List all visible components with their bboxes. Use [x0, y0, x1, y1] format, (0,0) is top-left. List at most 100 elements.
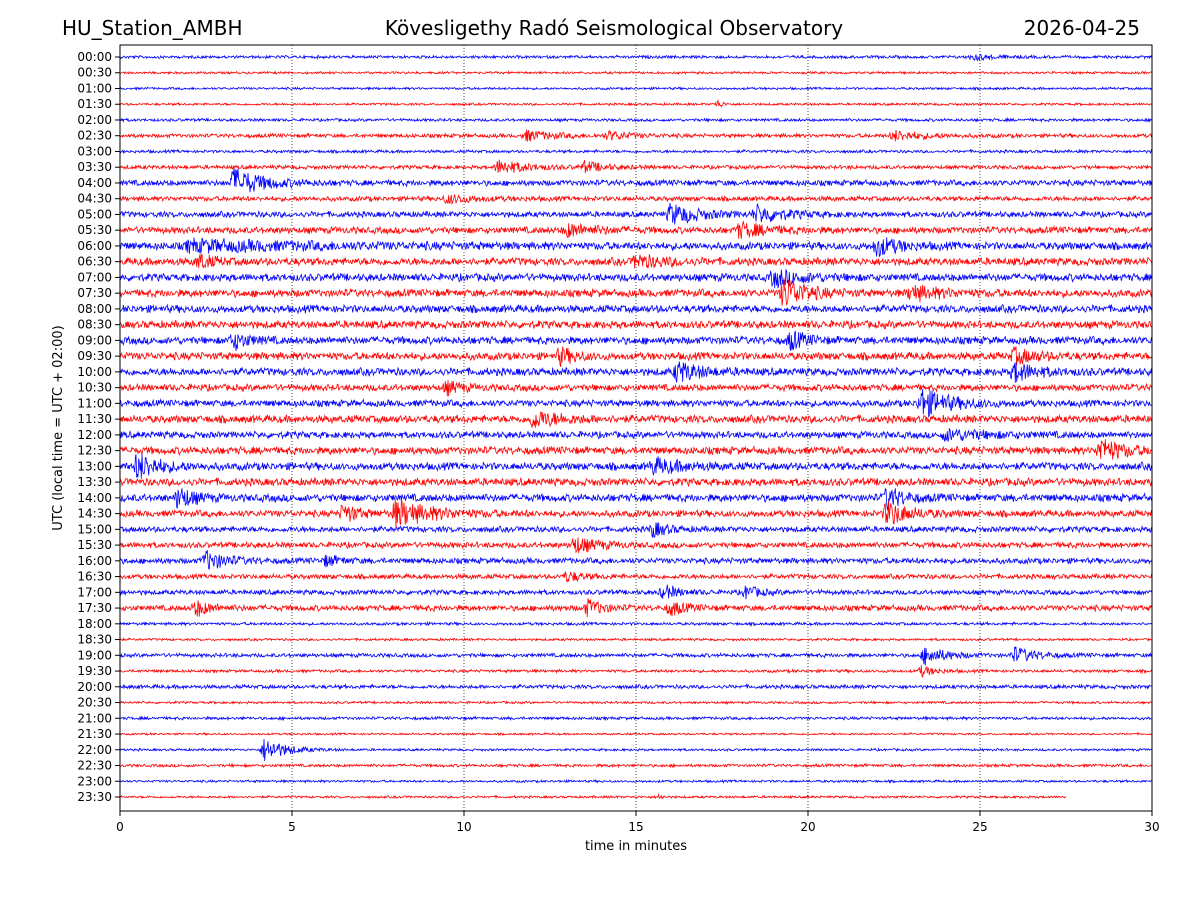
y-tick-label: 04:00 [77, 176, 112, 190]
trace-0900 [119, 330, 1153, 351]
y-tick-label: 22:30 [77, 759, 112, 773]
y-tick-label: 06:30 [77, 255, 112, 269]
y-tick-label: 05:30 [77, 223, 112, 237]
trace-2130 [120, 732, 1153, 737]
trace-1900 [119, 646, 1153, 666]
y-tick-label: 12:30 [77, 444, 112, 458]
trace-0130 [119, 99, 1152, 108]
trace-1430 [119, 498, 1153, 530]
y-tick-label: 17:30 [77, 601, 112, 615]
trace-1600 [119, 550, 1153, 570]
trace-0730 [119, 277, 1153, 306]
y-tick-label: 22:00 [77, 743, 112, 757]
y-tick-label: 10:00 [77, 365, 112, 379]
y-tick-label: 09:00 [77, 333, 112, 347]
chart-title: Kövesligethy Radó Seismological Observat… [385, 16, 843, 40]
trace-1330 [119, 476, 1153, 488]
trace-1930 [119, 665, 1153, 679]
y-tick-label: 01:00 [77, 81, 112, 95]
y-tick-label: 06:00 [77, 239, 112, 253]
trace-2330 [119, 792, 1067, 800]
date-label: 2026-04-25 [1024, 16, 1140, 40]
y-tick-label: 03:30 [77, 160, 112, 174]
trace-0830 [119, 319, 1153, 330]
y-tick-label: 14:00 [77, 491, 112, 505]
trace-1730 [119, 598, 1153, 618]
trace-2030 [119, 700, 1153, 705]
y-tick-label: 11:30 [77, 412, 112, 426]
x-tick-label: 0 [116, 820, 124, 834]
y-tick-label: 20:30 [77, 696, 112, 710]
y-tick-label: 17:00 [77, 585, 112, 599]
x-tick-label: 25 [972, 820, 987, 834]
trace-0800 [119, 303, 1153, 315]
trace-1130 [119, 411, 1153, 428]
trace-1000 [119, 361, 1153, 383]
trace-0430 [119, 194, 1153, 206]
trace-0300 [119, 148, 1153, 155]
x-tick-label: 5 [288, 820, 296, 834]
trace-0930 [119, 345, 1153, 367]
y-tick-label: 08:30 [77, 318, 112, 332]
y-tick-label: 00:00 [77, 50, 112, 64]
y-tick-label: 18:00 [77, 617, 112, 631]
y-tick-label: 15:00 [77, 522, 112, 536]
y-tick-label: 23:30 [77, 790, 112, 804]
plot-frame [119, 44, 1153, 812]
trace-0630 [119, 253, 1153, 269]
y-tick-label: 20:00 [77, 680, 112, 694]
trace-1230 [119, 439, 1153, 460]
trace-2230 [120, 762, 1153, 769]
trace-1300 [119, 453, 1153, 479]
x-tick-label: 10 [456, 820, 471, 834]
trace-2000 [119, 683, 1153, 691]
y-tick-label: 05:00 [77, 207, 112, 221]
y-tick-label: 15:30 [77, 538, 112, 552]
trace-1500 [119, 522, 1153, 539]
trace-1800 [119, 620, 1153, 627]
trace-0400 [119, 168, 1153, 193]
trace-0100 [119, 86, 1153, 92]
y-tick-label: 04:30 [77, 192, 112, 206]
y-tick-label: 18:30 [77, 633, 112, 647]
trace-1700 [119, 584, 1153, 600]
y-tick-label: 09:30 [77, 349, 112, 363]
trace-0330 [120, 159, 1153, 174]
x-axis-ticks: 0 5 10 15 20 25 30 [116, 811, 1160, 834]
y-tick-label: 00:30 [77, 66, 112, 80]
trace-1100 [119, 389, 1153, 418]
trace-1830 [119, 637, 1153, 642]
y-tick-label: 07:30 [77, 286, 112, 300]
y-tick-label: 07:00 [77, 270, 112, 284]
station-name: HU_Station_AMBH [62, 16, 242, 40]
y-tick-label: 13:30 [77, 475, 112, 489]
trace-1030 [119, 380, 1153, 397]
trace-1200 [119, 427, 1153, 443]
y-tick-label: 21:30 [77, 727, 112, 741]
grid-lines [291, 45, 981, 811]
y-tick-label: 16:30 [77, 570, 112, 584]
y-tick-label: 12:00 [77, 428, 112, 442]
trace-0030 [119, 70, 1153, 76]
trace-0500 [119, 202, 1153, 225]
y-tick-label: 16:00 [77, 554, 112, 568]
trace-0600 [119, 237, 1153, 258]
trace-2300 [119, 778, 1153, 784]
y-tick-label: 11:00 [77, 396, 112, 410]
y-tick-label: 13:00 [77, 459, 112, 473]
trace-2100 [119, 715, 1152, 722]
trace-1400 [119, 487, 1153, 512]
trace-0200 [119, 116, 1152, 123]
y-tick-label: 21:00 [77, 711, 112, 725]
y-tick-label: 19:00 [77, 648, 112, 662]
trace-1530 [119, 537, 1153, 554]
x-tick-label: 30 [1144, 820, 1159, 834]
y-tick-label: 19:30 [77, 664, 112, 678]
y-tick-label: 10:30 [77, 381, 112, 395]
y-tick-label: 01:30 [77, 97, 112, 111]
y-tick-label: 14:30 [77, 507, 112, 521]
trace-0000 [119, 53, 1153, 62]
x-tick-label: 15 [628, 820, 643, 834]
